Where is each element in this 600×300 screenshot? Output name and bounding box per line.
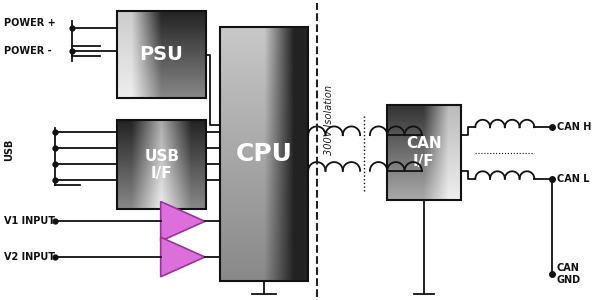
Bar <box>118 120 206 209</box>
Text: V2 INPUT: V2 INPUT <box>4 252 55 262</box>
Text: PSU: PSU <box>140 45 184 64</box>
Text: POWER -: POWER - <box>4 46 52 56</box>
Bar <box>118 11 206 98</box>
Text: CAN
GND: CAN GND <box>557 263 581 285</box>
Text: POWER +: POWER + <box>4 18 56 28</box>
Text: CAN H: CAN H <box>557 122 592 132</box>
Text: CAN
I/F: CAN I/F <box>406 136 442 169</box>
Text: USB
I/F: USB I/F <box>144 149 179 181</box>
Text: USB: USB <box>4 139 14 161</box>
Text: 300V Isolation: 300V Isolation <box>324 85 334 155</box>
Text: CPU: CPU <box>235 142 292 166</box>
Text: CAN L: CAN L <box>557 174 589 184</box>
Text: V1 INPUT: V1 INPUT <box>4 216 55 226</box>
Polygon shape <box>161 237 205 277</box>
Bar <box>387 105 461 200</box>
Bar <box>220 27 308 281</box>
Polygon shape <box>161 202 205 241</box>
